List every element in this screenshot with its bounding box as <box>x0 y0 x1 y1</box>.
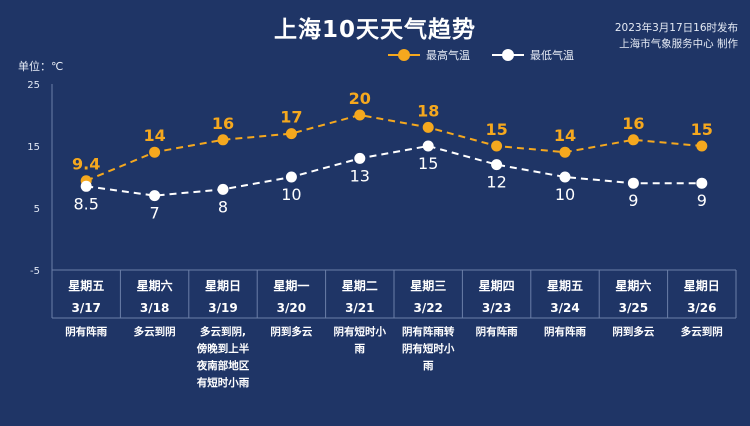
date-label: 3/22 <box>413 301 442 315</box>
high-temp-value-label: 18 <box>417 101 439 120</box>
legend-label-low: 最低气温 <box>530 49 574 62</box>
high-temp-point <box>285 128 297 140</box>
low-temp-point <box>627 177 639 189</box>
weather-text: 多云到阴 <box>681 325 723 338</box>
low-temp-value-label: 13 <box>350 166 370 185</box>
high-temp-point <box>217 134 229 146</box>
weather-text: 阴有短时小 <box>402 342 455 355</box>
high-temp-point <box>559 146 571 158</box>
weather-text: 阴有阵雨 <box>65 325 107 338</box>
weekday-label: 星期日 <box>205 278 241 293</box>
high-temp-point <box>149 146 161 158</box>
weather-text: 雨 <box>423 360 434 372</box>
weekday-label: 星期二 <box>342 278 378 293</box>
issue-info: 2023年3月17日16时发布 上海市气象服务中心 制作 <box>615 20 738 52</box>
weekday-label: 星期一 <box>273 278 309 293</box>
weather-text: 有短时小雨 <box>197 376 250 389</box>
date-label: 3/18 <box>140 301 169 315</box>
weather-text: 傍晚到上半 <box>197 342 250 355</box>
weather-text: 阴有阵雨 <box>476 325 518 338</box>
low-temp-point <box>217 183 229 195</box>
date-label: 3/23 <box>482 301 511 315</box>
date-label: 3/26 <box>687 301 716 315</box>
weekday-label: 星期五 <box>68 278 104 293</box>
low-temp-point <box>285 171 297 183</box>
weekday-label: 星期三 <box>410 278 446 293</box>
issue-time: 2023年3月17日16时发布 <box>614 22 738 34</box>
low-temp-value-label: 10 <box>555 185 575 204</box>
weather-text: 夜南部地区 <box>196 359 250 372</box>
weather-text: 阴有短时小 <box>334 325 387 338</box>
high-temp-value-label: 14 <box>554 126 576 145</box>
low-temp-line <box>86 144 702 197</box>
low-temp-value-label: 7 <box>150 204 160 223</box>
high-temp-value-label: 15 <box>485 120 507 139</box>
weekday-label: 星期六 <box>137 278 173 293</box>
high-temp-value-label: 17 <box>280 108 302 127</box>
high-temp-value-label: 16 <box>622 114 644 133</box>
high-temp-line <box>85 113 702 182</box>
weather-text: 阴到多云 <box>270 325 312 338</box>
date-label: 3/17 <box>71 301 100 315</box>
y-tick-label: -5 <box>30 266 40 277</box>
low-temp-value-label: 15 <box>418 154 438 173</box>
high-temp-value-label: 9.4 <box>72 155 100 174</box>
date-label: 3/20 <box>277 301 306 315</box>
date-label: 3/21 <box>345 301 374 315</box>
weekday-label: 星期四 <box>479 278 515 293</box>
weekday-label: 星期六 <box>615 278 651 293</box>
low-temp-point <box>696 177 708 189</box>
high-temp-point <box>422 121 434 133</box>
legend-item-low: 最低气温 <box>492 47 574 63</box>
low-temp-point <box>491 159 503 171</box>
low-temp-value-label: 8.5 <box>73 194 98 213</box>
low-temp-value-label: 9 <box>628 191 638 210</box>
low-temp-point <box>80 180 92 192</box>
unit-label: 单位：℃ <box>18 60 64 73</box>
y-tick-label: 15 <box>27 142 40 153</box>
high-temp-point <box>491 140 503 152</box>
weekday-label: 星期日 <box>684 278 720 293</box>
weekday-label: 星期五 <box>547 278 583 293</box>
low-temp-value-label: 8 <box>218 197 228 216</box>
issuer: 上海市气象服务中心 制作 <box>619 38 738 50</box>
high-temp-point <box>696 140 708 152</box>
chart-title: 上海10天天气趋势 <box>273 17 476 43</box>
high-temp-point <box>354 109 366 121</box>
date-label: 3/24 <box>550 301 579 315</box>
y-tick-label: 5 <box>34 204 40 215</box>
low-temp-point <box>354 152 366 164</box>
date-label: 3/25 <box>619 301 648 315</box>
high-temp-point <box>627 134 639 146</box>
legend-label-high: 最高气温 <box>426 49 470 62</box>
high-temp-value-label: 15 <box>691 120 713 139</box>
legend-swatch-high <box>388 48 420 62</box>
weather-text: 多云到阴, <box>200 325 246 338</box>
legend-item-high: 最高气温 <box>388 47 470 63</box>
high-temp-value-label: 14 <box>143 126 165 145</box>
date-label: 3/19 <box>208 301 237 315</box>
weather-text: 阴到多云 <box>612 325 654 338</box>
legend: 最高气温 最低气温 <box>388 47 596 63</box>
weather-text: 阴有阵雨转 <box>402 325 455 338</box>
low-temp-value-label: 9 <box>697 191 707 210</box>
legend-swatch-low <box>492 48 524 62</box>
low-temp-point <box>422 140 434 152</box>
weather-text: 阴有阵雨 <box>544 325 586 338</box>
low-temp-point <box>149 190 161 202</box>
y-tick-label: 25 <box>27 80 40 91</box>
high-temp-value-label: 16 <box>212 114 234 133</box>
low-temp-value-label: 12 <box>486 173 506 192</box>
low-temp-point <box>559 171 571 183</box>
weather-text: 多云到阴 <box>134 325 176 338</box>
weather-text: 雨 <box>355 343 366 355</box>
low-temp-value-label: 10 <box>281 185 301 204</box>
high-temp-value-label: 20 <box>349 89 371 108</box>
